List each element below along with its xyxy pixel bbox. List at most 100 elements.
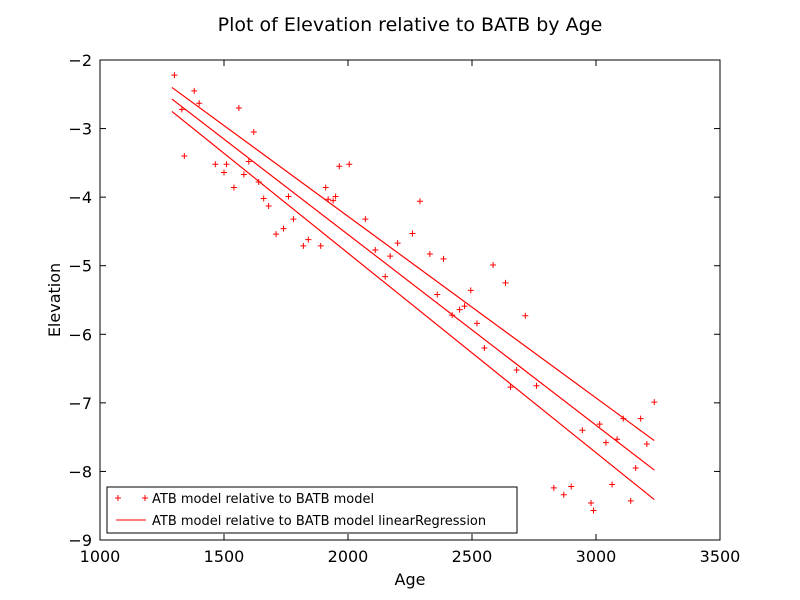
data-point [305, 236, 312, 243]
data-point [609, 481, 616, 488]
data-point [265, 203, 272, 210]
x-tick-label: 1500 [204, 547, 245, 566]
y-tick-label: −5 [68, 257, 92, 276]
chart-title: Plot of Elevation relative to BATB by Ag… [218, 14, 603, 36]
data-point [550, 484, 557, 491]
data-point [290, 216, 297, 223]
data-point [372, 246, 379, 253]
data-point [533, 382, 540, 389]
data-point [434, 291, 441, 298]
y-axis-label: Elevation [45, 263, 64, 337]
data-point [171, 72, 178, 79]
y-tick-label: −4 [68, 188, 92, 207]
data-point [440, 255, 447, 262]
data-point [330, 197, 337, 204]
data-point [490, 262, 497, 269]
plot-frame [99, 59, 721, 541]
data-point [178, 106, 185, 113]
x-tick-label: 3000 [576, 547, 617, 566]
data-point [240, 171, 247, 178]
data-point [651, 399, 658, 406]
data-point [223, 161, 230, 168]
data-point [280, 225, 287, 232]
data-point [579, 427, 586, 434]
x-tick-label: 1000 [80, 547, 121, 566]
plot-area [100, 60, 720, 540]
data-point [614, 436, 621, 443]
data-point [620, 415, 627, 422]
y-tick-label: −8 [68, 462, 92, 481]
data-point [382, 273, 389, 280]
data-point [196, 100, 203, 107]
data-point [596, 421, 603, 428]
data-point [502, 279, 509, 286]
data-point [426, 251, 433, 258]
data-point [300, 242, 307, 249]
data-point [336, 163, 343, 170]
data-point [643, 441, 650, 447]
data-point [513, 366, 520, 373]
y-tick-label: −2 [68, 51, 92, 70]
axis-ticks: 1000 1500 2000 2500 3000 3500 −2 −3 −4 −5 −6 −7 −8 −9 [68, 51, 740, 566]
legend-entry-scatter: ATB model relative to BATB model [115, 492, 374, 507]
data-point [332, 193, 339, 200]
data-point [416, 198, 423, 205]
data-point [255, 179, 262, 186]
data-point [481, 345, 488, 351]
x-tick-label: 2000 [328, 547, 369, 566]
data-point [590, 507, 597, 514]
data-point [449, 312, 456, 319]
data-point [632, 465, 639, 471]
legend-entry-line: ATB model relative to BATB model linearR… [116, 514, 486, 529]
data-point [273, 231, 280, 238]
data-point [191, 87, 198, 94]
x-tick-label: 3500 [700, 547, 741, 566]
legend-marker-plus-2 [142, 495, 148, 501]
data-point [260, 195, 267, 202]
y-tick-label: −7 [68, 394, 92, 413]
data-point [602, 439, 609, 446]
data-point [627, 497, 634, 504]
data-point [522, 312, 529, 319]
regression-line [171, 98, 655, 471]
data-point [507, 384, 514, 391]
legend: ATB model relative to BATB model ATB mod… [106, 486, 518, 534]
regression-line [171, 110, 655, 501]
scatter-points [171, 72, 658, 514]
data-point [325, 196, 332, 203]
regression-line [171, 86, 655, 442]
data-point [456, 306, 463, 313]
data-point [212, 161, 219, 168]
data-point [560, 491, 567, 498]
data-point [588, 499, 595, 506]
x-axis-label: Age [395, 570, 426, 589]
data-point [409, 230, 416, 237]
data-point [346, 161, 353, 168]
x-tick-label: 2500 [452, 547, 493, 566]
data-point [317, 242, 324, 249]
data-point [473, 320, 480, 327]
data-point [461, 303, 468, 310]
y-tick-label: −6 [68, 325, 92, 344]
legend-marker-plus-1 [115, 495, 121, 501]
y-tick-label: −3 [68, 120, 92, 139]
y-tick-label: −9 [68, 531, 92, 550]
data-point [230, 184, 237, 191]
data-point [637, 415, 644, 422]
data-point [467, 287, 474, 294]
data-point [221, 169, 227, 176]
data-point [568, 483, 575, 490]
data-point [362, 216, 369, 223]
legend-box [106, 486, 518, 534]
data-point [387, 253, 394, 260]
legend-label-scatter: ATB model relative to BATB model [152, 492, 374, 507]
data-point [245, 158, 252, 165]
regression-lines [171, 86, 655, 501]
data-point [235, 105, 242, 111]
legend-label-line: ATB model relative to BATB model linearR… [152, 514, 486, 529]
data-point [181, 153, 188, 159]
data-point [322, 184, 329, 191]
data-point [285, 193, 292, 200]
data-point [394, 240, 401, 247]
